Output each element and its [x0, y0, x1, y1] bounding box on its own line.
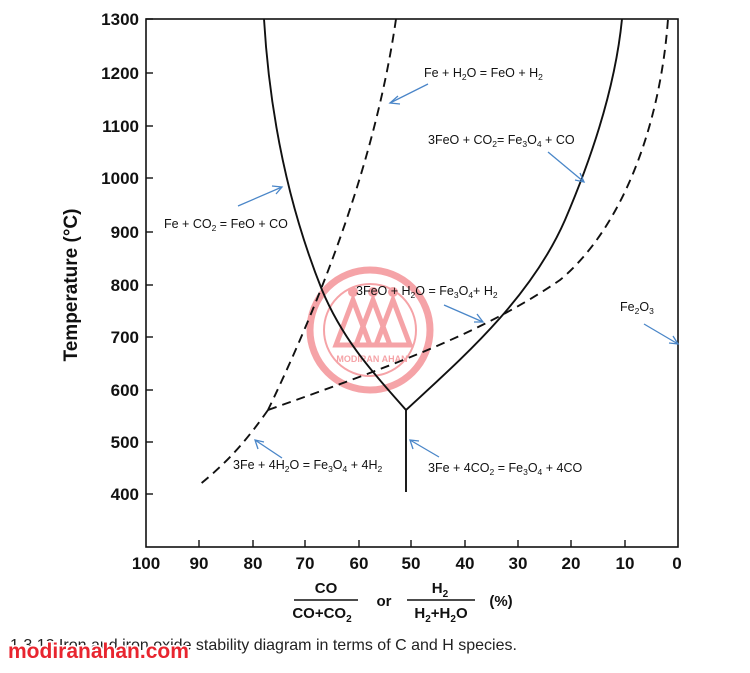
label-fe-4co2: 3Fe + 4CO2 = Fe3O4 + 4CO — [428, 461, 583, 477]
y-tick-label: 1200 — [101, 64, 139, 83]
fe-feo-h2-curve — [267, 18, 397, 411]
watermark-badge: MODIRAN AHAN — [306, 266, 434, 394]
or-label: or — [377, 593, 392, 610]
y-axis: 1300 1200 1100 1000 900 800 700 600 500 … — [101, 10, 153, 504]
y-tick-label: 1000 — [101, 169, 139, 188]
watermark-badge-text: MODIRAN AHAN — [336, 354, 407, 364]
x-tick-label: 70 — [296, 554, 315, 573]
x-tick-label: 100 — [132, 554, 160, 573]
x-tick-label: 50 — [402, 554, 421, 573]
x-axis: 100 90 80 70 60 50 40 30 20 10 0 — [132, 540, 682, 573]
fe-feo-co-curve — [263, 18, 407, 411]
x-tick-label: 0 — [672, 554, 681, 573]
annotation-arrows — [237, 83, 680, 459]
figure-caption: 1.3.12 Iron and iron oxide stability dia… — [10, 637, 517, 654]
y-tick-label: 500 — [111, 433, 139, 452]
y-tick-label: 700 — [111, 328, 139, 347]
watermark-url: modiranahan.com — [8, 640, 189, 663]
plot-frame — [145, 18, 679, 548]
label-fe-h2o: Fe + H2O = FeO + H2 — [424, 66, 543, 82]
x-tick-label: 10 — [616, 554, 635, 573]
reaction-labels: Fe + H2O = FeO + H2 3FeO + CO2= Fe3O4 + … — [164, 66, 654, 477]
label-feo-h2o: 3FeO + H2O = Fe3O4+ H2 — [356, 284, 498, 300]
h-fraction-denominator: H2+H2O — [414, 605, 468, 625]
co-fraction-numerator: CO — [315, 580, 338, 597]
label-fe2o3: Fe2O3 — [620, 300, 654, 316]
y-tick-label: 1100 — [102, 117, 139, 136]
feo-fe3o4-h2-curve — [267, 18, 669, 411]
fe-fe3o4-h2-curve — [197, 409, 269, 487]
x-tick-label: 90 — [190, 554, 209, 573]
y-tick-label: 1300 — [101, 10, 139, 29]
equilibrium-curves — [197, 18, 669, 492]
x-tick-label: 30 — [509, 554, 528, 573]
x-tick-label: 60 — [350, 554, 369, 573]
h-fraction-numerator: H2 — [432, 580, 449, 600]
x-axis-title: CO CO+CO2 or H2 H2+H2O (%) — [292, 580, 512, 625]
label-feo-co2: 3FeO + CO2= Fe3O4 + CO — [428, 133, 575, 149]
label-fe-co2: Fe + CO2 = FeO + CO — [164, 217, 288, 233]
percent-unit: (%) — [489, 593, 512, 610]
x-tick-label: 20 — [562, 554, 581, 573]
y-tick-label: 400 — [111, 485, 139, 504]
feo-fe3o4-co-curve — [405, 18, 623, 411]
y-tick-label: 600 — [111, 381, 139, 400]
x-tick-label: 80 — [244, 554, 263, 573]
y-tick-label: 900 — [111, 223, 139, 242]
co-fraction-denominator: CO+CO2 — [292, 605, 352, 625]
x-tick-label: 40 — [456, 554, 475, 573]
y-axis-title: Temperature (°C) — [61, 209, 82, 362]
y-tick-label: 800 — [111, 276, 139, 295]
label-fe-4h2o: 3Fe + 4H2O = Fe3O4 + 4H2 — [233, 458, 383, 474]
